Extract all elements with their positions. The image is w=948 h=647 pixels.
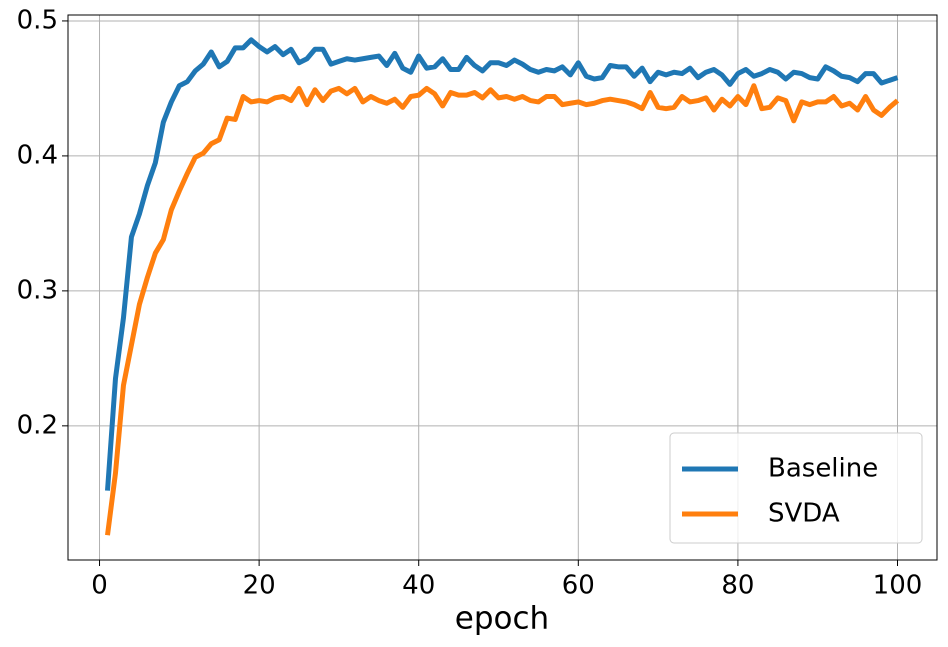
legend-label: SVDA [768,499,840,529]
x-tick-label: 80 [721,571,754,601]
x-tick-label: 20 [243,571,276,601]
x-tick-label: 40 [402,571,435,601]
data-line [105,83,900,536]
x-axis-label: epoch [455,601,549,637]
x-tick-label: 0 [91,571,108,601]
data-line [105,37,899,491]
y-tick-label: 0.3 [17,275,58,305]
y-tick-label: 0.5 [17,5,58,35]
x-tick-label: 100 [873,571,923,601]
legend: Baseline SVDA [669,432,923,544]
x-tick-label: 60 [562,571,595,601]
y-tick-label: 0.4 [17,140,58,170]
y-tick-label: 0.2 [17,410,58,440]
legend-label: Baseline [768,454,878,484]
plot-frame [67,14,938,561]
